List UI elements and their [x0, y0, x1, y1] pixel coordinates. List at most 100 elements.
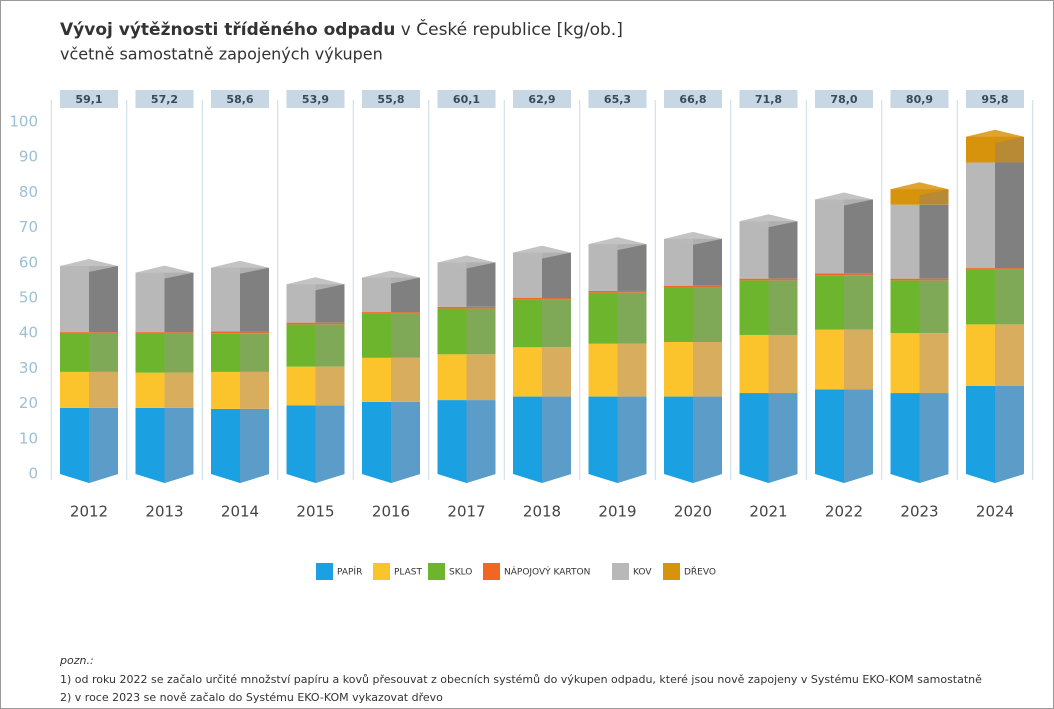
- bar-bottom-shade: [89, 474, 118, 483]
- x-tick-label: 2020: [674, 503, 712, 521]
- y-tick-label: 100: [9, 113, 38, 131]
- bar-segment: [211, 333, 269, 372]
- bar-segment: [60, 332, 118, 334]
- bar-segment: [437, 354, 496, 401]
- x-tick-label: 2017: [447, 503, 485, 521]
- bar-bottom-shade: [693, 474, 722, 483]
- total-label: 57,2: [151, 93, 178, 106]
- bar-top: [588, 237, 647, 251]
- bar-segment: [815, 199, 873, 274]
- total-box: [739, 90, 798, 108]
- y-tick-label: 90: [19, 148, 38, 166]
- bar-segment: [362, 357, 420, 402]
- bar-segment: [60, 265, 118, 333]
- bar-segment: [437, 400, 496, 474]
- bar-segment: [286, 405, 345, 474]
- legend-label: NÁPOJOVÝ KARTON: [504, 566, 590, 578]
- bar-segment: [815, 275, 873, 330]
- bar-segment: [437, 262, 496, 307]
- bar-segment: [815, 329, 873, 390]
- total-box: [211, 90, 269, 108]
- bar-segment: [286, 366, 345, 406]
- bar-segment: [211, 267, 269, 332]
- bar-segment: [739, 393, 798, 474]
- bar-bottom-shade: [617, 474, 647, 483]
- bar-segment: [60, 407, 118, 474]
- bar-segment: [513, 396, 571, 474]
- bar-segment: [890, 204, 949, 279]
- total-label: 65,3: [604, 93, 631, 106]
- legend-label: KOV: [633, 568, 652, 578]
- x-tick-label: 2012: [70, 503, 108, 521]
- legend-label: PAPÍR: [337, 566, 362, 578]
- bar-segment: [211, 371, 269, 409]
- bar-bottom-shade: [768, 474, 798, 483]
- legend-label: PLAST: [394, 568, 423, 578]
- total-box: [664, 90, 722, 108]
- bar-segment: [890, 333, 949, 394]
- x-tick-label: 2019: [598, 503, 636, 521]
- total-label: 66,8: [679, 93, 706, 106]
- x-tick-label: 2013: [145, 503, 183, 521]
- y-tick-label: 70: [19, 218, 38, 236]
- y-tick-label: 40: [19, 324, 38, 342]
- note: pozn.:: [59, 654, 94, 667]
- bar-top: [739, 214, 798, 228]
- total-label: 55,8: [377, 93, 404, 106]
- bar-top: [890, 182, 949, 196]
- legend-label: DŘEVO: [684, 567, 716, 578]
- bar-segment: [437, 308, 496, 355]
- bar-segment: [362, 312, 420, 314]
- bar-bottom-shade: [919, 474, 949, 483]
- x-tick-label: 2024: [976, 503, 1014, 521]
- bar-segment: [664, 285, 722, 288]
- total-label: 58,6: [226, 93, 253, 106]
- legend-swatch: [373, 563, 390, 580]
- bar-segment: [588, 244, 647, 291]
- bar-segment: [588, 343, 647, 397]
- bar-segment: [664, 238, 722, 286]
- total-label: 78,0: [830, 93, 857, 106]
- bar-top: [815, 192, 873, 206]
- legend-swatch: [612, 563, 629, 580]
- bar-segment: [135, 333, 194, 373]
- x-tick-label: 2016: [372, 503, 410, 521]
- bar-segment: [588, 396, 647, 474]
- legend-swatch: [428, 563, 445, 580]
- x-tick-label: 2021: [749, 503, 787, 521]
- bar-segment: [588, 290, 647, 293]
- bar-top: [135, 265, 194, 279]
- total-label: 71,8: [755, 93, 782, 106]
- y-tick-label: 80: [19, 183, 38, 201]
- bar-segment: [966, 162, 1024, 269]
- bar-segment: [135, 372, 194, 408]
- total-label: 60,1: [453, 93, 480, 106]
- bar-segment: [60, 333, 118, 372]
- bar-segment: [135, 407, 194, 474]
- bar-segment: [739, 334, 798, 394]
- total-box: [437, 90, 496, 108]
- legend-swatch: [483, 563, 500, 580]
- total-box: [286, 90, 345, 108]
- total-label: 80,9: [906, 93, 933, 106]
- bar-top: [362, 270, 420, 284]
- bar-bottom-shade: [391, 474, 420, 483]
- bar-segment: [664, 342, 722, 397]
- x-tick-label: 2018: [523, 503, 561, 521]
- bar-top: [60, 258, 118, 272]
- bar-segment: [815, 273, 873, 276]
- note: 2) v roce 2023 se nově začalo do Systému…: [60, 691, 443, 704]
- total-box: [362, 90, 420, 108]
- x-tick-label: 2015: [296, 503, 334, 521]
- x-tick-label: 2022: [825, 503, 863, 521]
- y-tick-label: 50: [19, 289, 38, 307]
- bar-bottom-shade: [240, 474, 269, 483]
- legend-swatch: [663, 563, 680, 580]
- bar-segment: [815, 389, 873, 474]
- total-label: 95,8: [981, 93, 1008, 106]
- bar-segment: [513, 252, 571, 298]
- bar-segment: [664, 396, 722, 474]
- bar-segment: [890, 278, 949, 281]
- bar-segment: [588, 292, 647, 344]
